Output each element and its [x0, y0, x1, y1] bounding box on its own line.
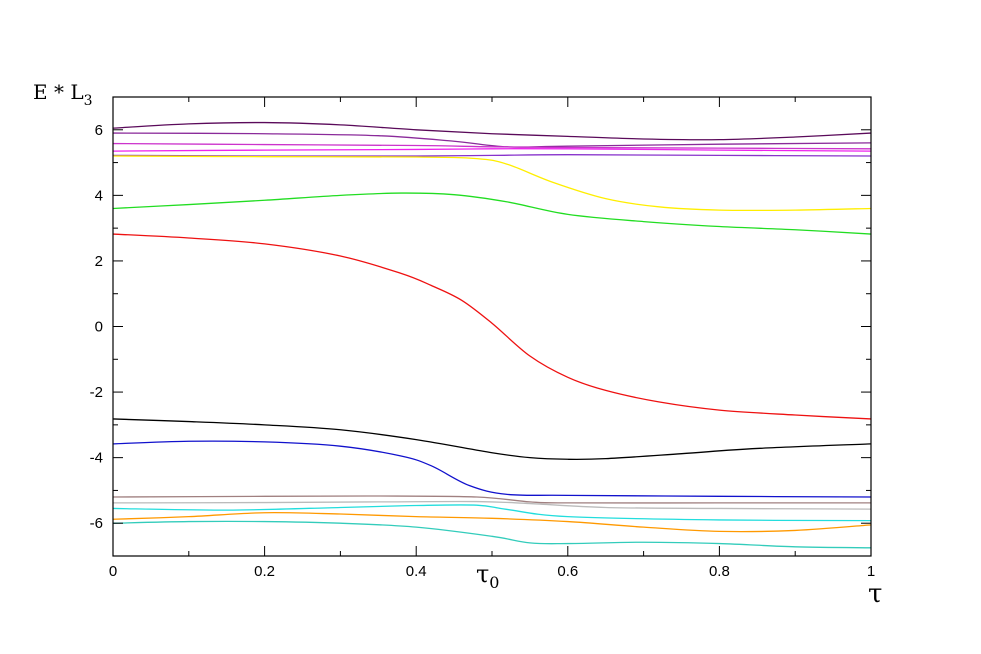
- y-tick-label: 2: [95, 253, 103, 270]
- x-tick-label: 0: [109, 563, 117, 580]
- y-axis-label: E * L3: [33, 80, 93, 109]
- tau0-annotation-main: τ: [476, 560, 489, 588]
- y-tick-label: 6: [95, 122, 103, 139]
- ticks-group: 0 0.2 0.4 0.6 0.8 1 -6 -4 -2 0 2 4 6: [90, 96, 875, 580]
- series-line-1: [112, 121, 872, 141]
- tau0-annotation: τ0: [476, 560, 499, 592]
- x-tick-label: 1: [867, 563, 875, 580]
- series-line-4: [112, 148, 872, 152]
- series-group: [112, 121, 872, 549]
- x-tick-label: 0.4: [406, 563, 427, 580]
- series-line-14: [112, 511, 872, 533]
- x-axis-label: τ: [868, 579, 882, 609]
- series-line-12: [112, 500, 872, 510]
- y-tick-label: 0: [95, 319, 103, 336]
- y-axis-label-main: E * L: [33, 80, 84, 104]
- x-tick-label: 0.6: [557, 563, 578, 580]
- plot-frame: [112, 96, 872, 557]
- series-line-9: [112, 418, 872, 461]
- series-line-5: [112, 154, 872, 157]
- y-tick-label: -6: [90, 515, 103, 532]
- tau0-annotation-sub: 0: [489, 573, 499, 592]
- series-line-7: [112, 192, 872, 235]
- series-line-3: [112, 142, 872, 150]
- y-tick-label: -2: [90, 384, 103, 401]
- y-tick-label: -4: [90, 450, 103, 467]
- y-axis-label-sub: 3: [84, 93, 93, 109]
- x-tick-label: 0.2: [254, 563, 275, 580]
- series-line-11: [112, 495, 871, 504]
- series-line-8: [112, 233, 872, 420]
- series-line-10: [112, 440, 872, 498]
- series-line-6: [112, 155, 872, 212]
- series-line-2: [112, 132, 872, 148]
- y-tick-label: 4: [95, 187, 103, 204]
- series-line-13: [112, 504, 872, 522]
- series-line-15: [112, 520, 872, 549]
- x-tick-label: 0.8: [709, 563, 730, 580]
